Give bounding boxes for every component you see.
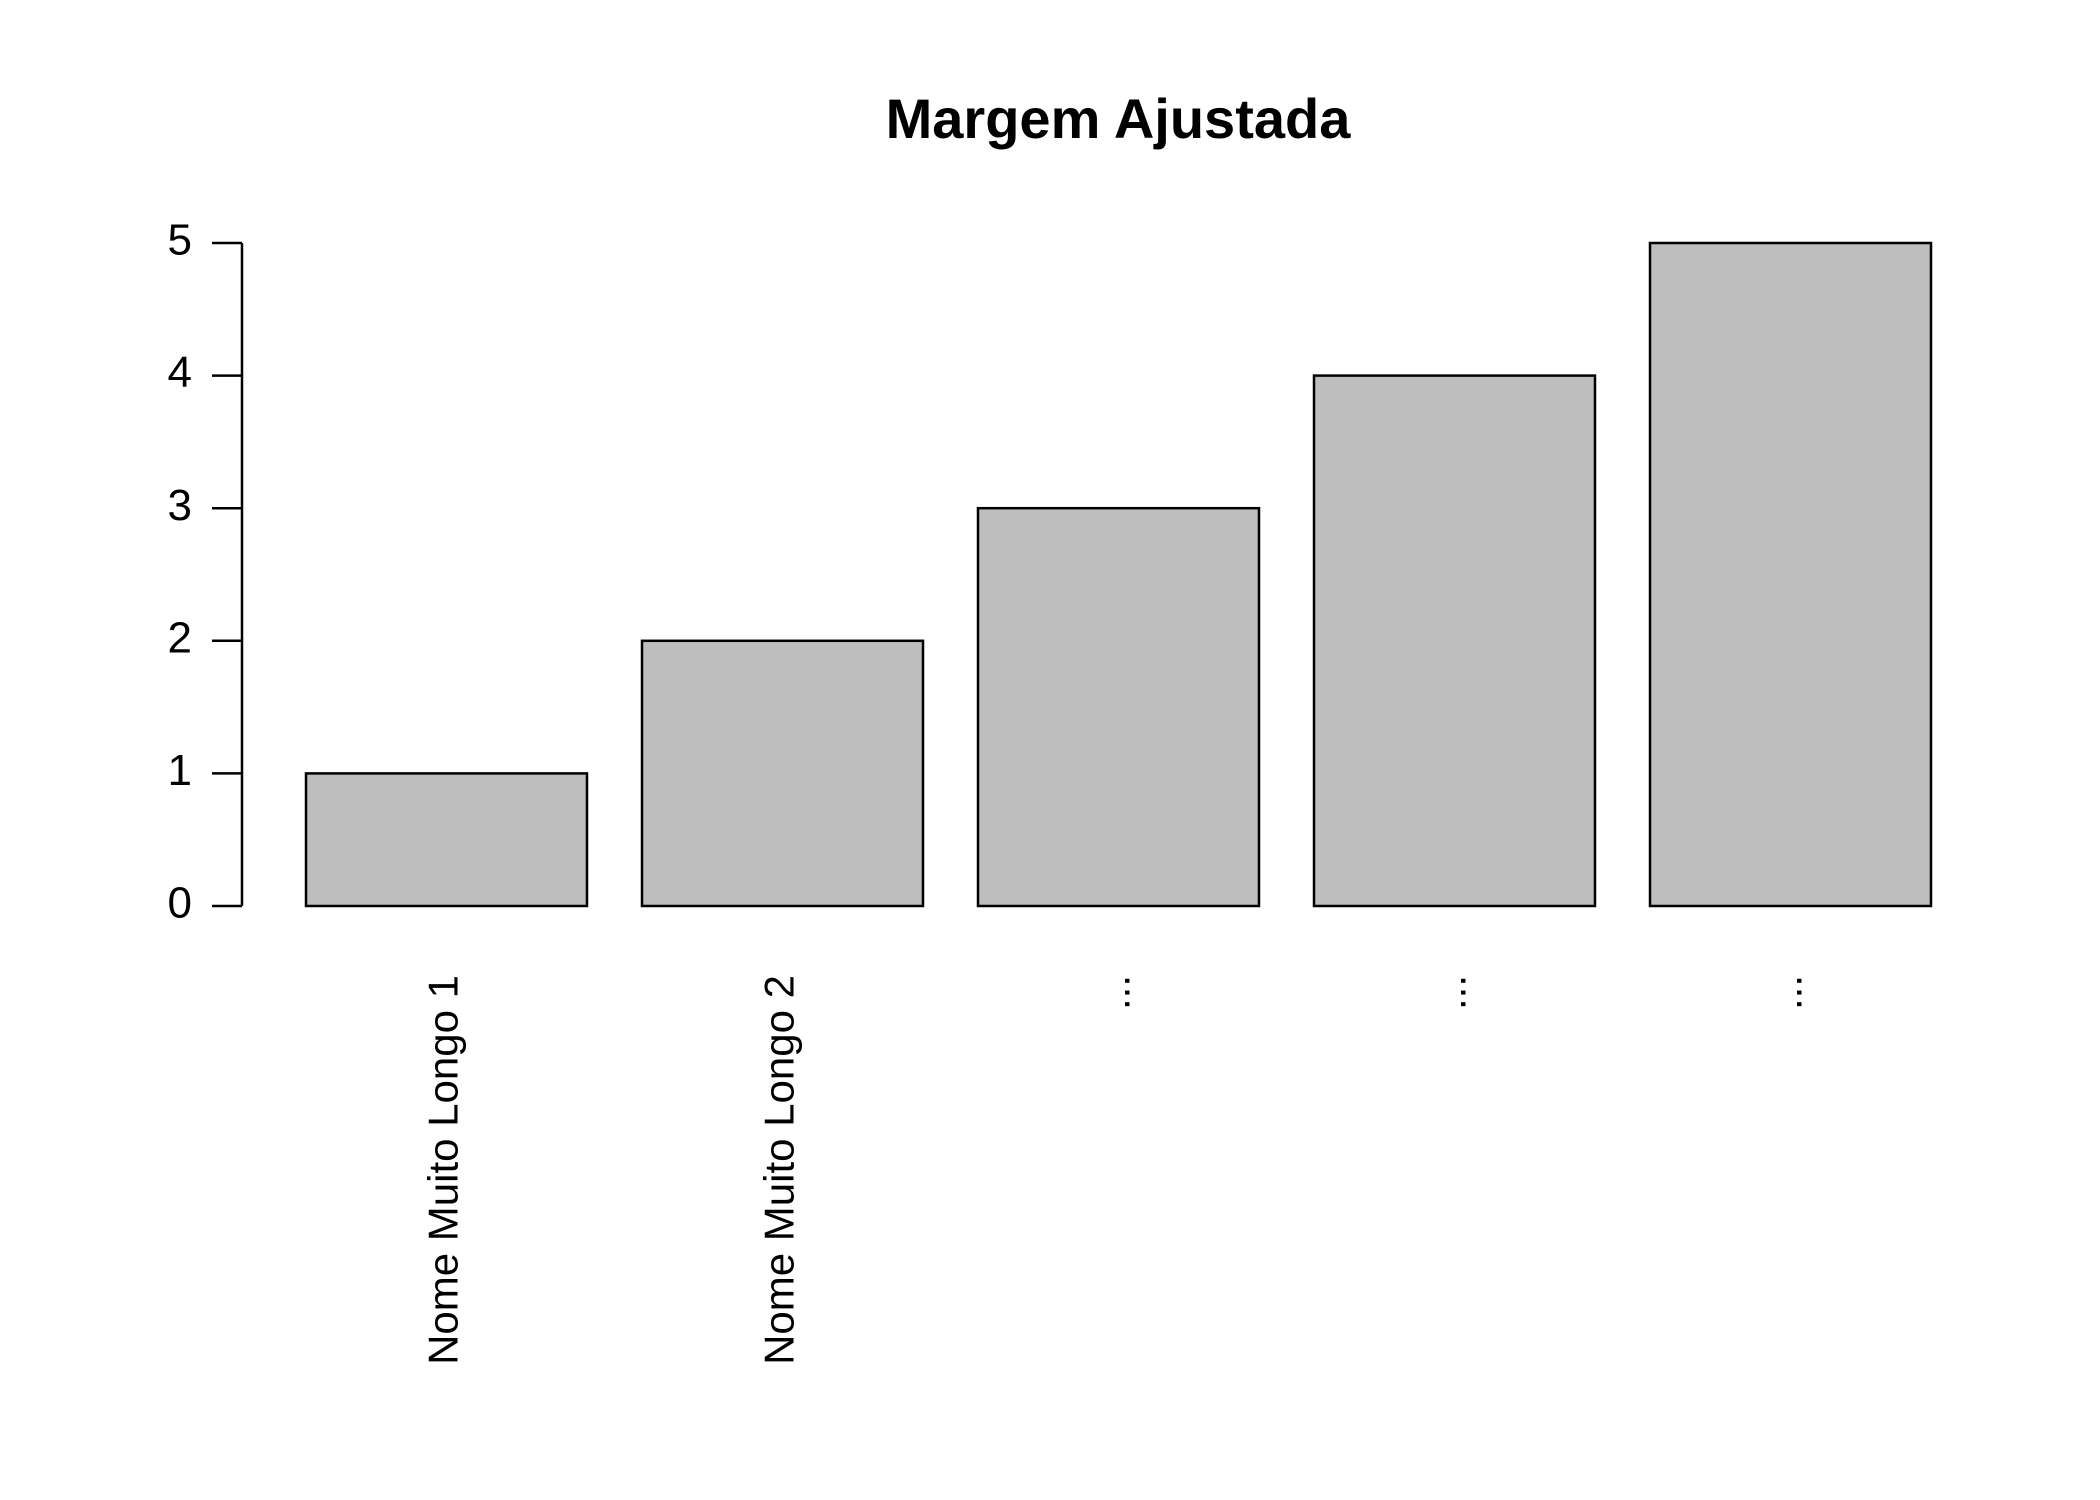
chart-title: Margem Ajustada (886, 87, 1352, 150)
y-tick-label: 3 (168, 481, 192, 530)
x-tick-label: ... (1092, 975, 1139, 1010)
bar (976, 506, 1261, 908)
x-tick-label: Nome Muito Longo 2 (756, 975, 803, 1365)
bar (640, 639, 925, 908)
x-tick-label: Nome Muito Longo 1 (420, 975, 467, 1365)
y-tick-label: 0 (168, 879, 192, 928)
bar (1648, 241, 1933, 908)
bar (1312, 374, 1597, 908)
y-tick-label: 1 (168, 746, 192, 795)
bar (304, 772, 589, 908)
x-tick-label: ... (1764, 975, 1811, 1010)
y-tick-label: 4 (168, 348, 192, 397)
y-tick-label: 5 (168, 216, 192, 265)
y-tick-label: 2 (168, 613, 192, 662)
x-tick-label: ... (1428, 975, 1475, 1010)
